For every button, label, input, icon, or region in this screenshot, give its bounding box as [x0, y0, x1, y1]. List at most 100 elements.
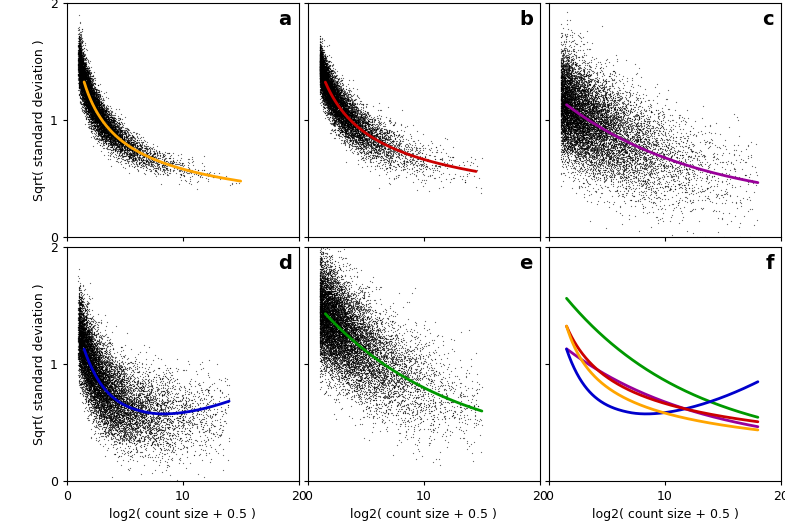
Point — [342, 102, 355, 111]
Point — [341, 329, 353, 338]
Point — [79, 60, 92, 69]
Point — [316, 325, 328, 334]
Point — [640, 179, 652, 188]
Point — [83, 77, 96, 86]
Point — [97, 369, 109, 377]
Point — [96, 387, 108, 396]
Point — [378, 141, 390, 149]
Point — [568, 94, 580, 103]
Point — [91, 114, 104, 123]
Point — [367, 388, 380, 396]
Point — [330, 340, 343, 348]
Point — [323, 96, 336, 105]
Point — [337, 103, 349, 111]
Point — [388, 129, 400, 138]
Point — [155, 426, 167, 435]
Point — [361, 329, 374, 337]
Point — [111, 448, 123, 456]
Point — [327, 107, 340, 115]
Point — [325, 317, 338, 325]
Point — [137, 402, 149, 410]
Point — [86, 82, 99, 90]
Point — [81, 328, 93, 336]
Point — [77, 385, 89, 393]
Point — [144, 153, 156, 161]
Point — [349, 105, 361, 114]
Point — [560, 113, 573, 121]
Point — [112, 138, 125, 147]
Point — [86, 360, 98, 368]
Point — [177, 422, 189, 430]
Point — [173, 445, 186, 453]
Point — [108, 384, 121, 392]
Point — [88, 376, 100, 385]
Point — [578, 106, 590, 114]
Point — [101, 374, 114, 383]
Point — [126, 140, 139, 148]
Point — [338, 104, 351, 112]
Point — [394, 397, 407, 405]
Point — [73, 53, 86, 61]
Point — [79, 75, 92, 84]
Point — [99, 369, 111, 378]
Point — [613, 145, 626, 154]
Point — [318, 63, 330, 71]
Point — [387, 348, 400, 357]
Point — [328, 270, 341, 279]
Point — [624, 163, 637, 171]
Point — [367, 356, 380, 365]
Point — [118, 370, 130, 378]
Point — [361, 141, 374, 149]
Point — [327, 86, 339, 94]
Point — [79, 69, 92, 77]
Point — [106, 402, 119, 410]
Point — [87, 352, 100, 361]
Point — [86, 102, 99, 111]
Point — [114, 124, 126, 133]
Point — [342, 358, 355, 367]
Point — [89, 347, 101, 356]
Point — [316, 327, 329, 336]
Point — [75, 91, 87, 99]
Point — [319, 318, 331, 326]
Point — [143, 368, 155, 376]
Point — [92, 129, 104, 137]
Point — [145, 417, 158, 426]
Point — [316, 276, 329, 284]
Point — [564, 71, 576, 80]
Point — [413, 370, 425, 379]
Point — [139, 412, 152, 421]
Point — [574, 114, 586, 123]
Point — [345, 320, 358, 329]
Point — [78, 357, 90, 365]
Point — [314, 51, 327, 60]
Point — [623, 179, 635, 188]
Point — [80, 375, 93, 384]
Point — [95, 126, 108, 134]
Point — [316, 95, 329, 103]
Point — [629, 130, 641, 138]
Point — [75, 332, 87, 341]
Point — [93, 411, 105, 419]
Point — [95, 379, 108, 387]
Point — [336, 105, 349, 114]
Point — [72, 56, 85, 65]
Point — [363, 344, 376, 353]
Point — [619, 124, 632, 132]
Point — [613, 92, 626, 100]
Point — [637, 202, 650, 210]
Point — [611, 126, 623, 134]
Point — [580, 98, 593, 107]
Point — [357, 104, 370, 112]
Point — [82, 348, 95, 357]
Point — [347, 314, 360, 323]
Point — [316, 317, 328, 325]
Point — [348, 123, 360, 131]
Point — [83, 107, 96, 115]
Point — [585, 115, 597, 124]
Point — [104, 421, 116, 430]
Point — [130, 398, 142, 406]
Point — [558, 73, 571, 82]
Point — [78, 335, 91, 343]
Point — [116, 138, 129, 147]
